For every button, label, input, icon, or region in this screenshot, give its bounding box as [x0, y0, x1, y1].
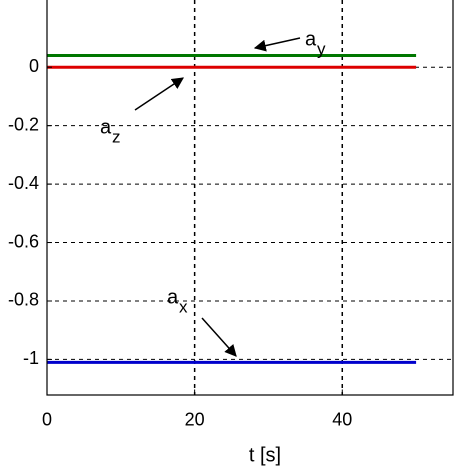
plot-frame: [46, 0, 454, 396]
y-tick-label: -0.6: [8, 231, 39, 251]
annotation-subscript: z: [112, 127, 121, 146]
y-tick-label: -0.4: [8, 173, 39, 193]
x-axis-label: t [s]: [249, 444, 281, 466]
x-tick-label: 0: [42, 409, 52, 429]
annotation: a: [100, 116, 112, 138]
x-tick-label: 40: [332, 409, 352, 429]
annotation: a: [167, 286, 179, 308]
annotations: a ya za x: [100, 28, 326, 316]
y-tick-label: -0.2: [8, 114, 39, 134]
arrow: [134, 77, 184, 111]
grid: [47, 0, 453, 395]
annotation-subscript: y: [317, 39, 326, 58]
annotation: a: [305, 28, 317, 50]
arrow: [253, 37, 301, 52]
ticks: 0 -0.2 -0.4 -0.6 -0.8 -1 0 20 40: [8, 56, 352, 429]
arrow: [201, 317, 237, 357]
y-tick-label: -1: [23, 348, 39, 368]
y-tick-label: -0.8: [8, 290, 39, 310]
y-tick-label: 0: [29, 56, 39, 76]
lines: [47, 54, 417, 364]
annotation-subscript: x: [179, 297, 188, 316]
x-tick-label: 20: [185, 409, 205, 429]
